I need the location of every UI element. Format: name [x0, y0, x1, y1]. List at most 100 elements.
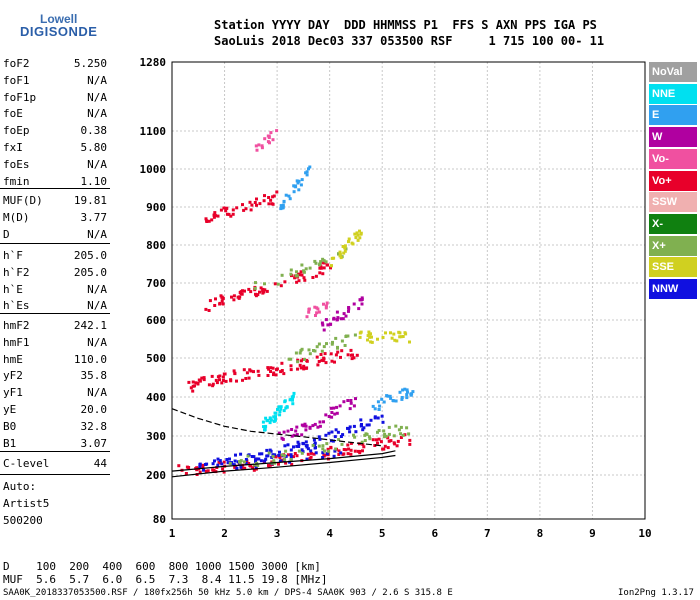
echo-point-e	[282, 199, 286, 203]
echo-point-vo	[342, 448, 346, 451]
y-tick-label: 400	[146, 391, 166, 404]
echo-point-w	[347, 307, 351, 311]
echo-point-vo	[277, 462, 280, 466]
echo-point-nnw	[289, 455, 293, 459]
echo-point-vo	[267, 202, 271, 206]
echo-point-nnw	[300, 448, 304, 452]
param-name: foEp	[3, 124, 30, 138]
echo-point-vo	[300, 273, 304, 277]
echo-point-vo	[229, 379, 233, 383]
echo-point-vo	[324, 361, 328, 365]
echo-point-nne	[282, 409, 286, 413]
echo-point-w	[346, 399, 350, 402]
echo-point-w	[302, 424, 306, 428]
echo-point-vo	[254, 292, 257, 296]
echo-point-sse	[358, 335, 362, 339]
echo-point-vo	[208, 299, 212, 303]
echo-point-sse	[342, 251, 346, 255]
echo-point-w	[304, 428, 308, 432]
param-fof2: foF2 5.250	[3, 57, 107, 71]
param-value: 5.80	[80, 141, 108, 154]
echo-point-e	[377, 408, 381, 411]
echo-point-vo	[265, 289, 269, 293]
echo-point-x	[308, 266, 312, 270]
echo-point-nnw	[266, 454, 270, 458]
echo-point-x	[334, 336, 338, 340]
legend-item-ssw: SSW	[649, 192, 697, 213]
plot-frame	[171, 61, 646, 520]
echo-point-e	[304, 171, 308, 175]
echo-point-vo	[346, 353, 350, 357]
echo-point-nnw	[365, 423, 369, 427]
echo-point-sse	[397, 330, 401, 334]
echo-point-vo	[200, 376, 204, 380]
echo-point-nnw	[305, 457, 309, 461]
echo-point-e	[280, 205, 284, 209]
echo-point-nnw	[254, 458, 257, 462]
echo-point-vo	[206, 469, 210, 473]
echo-point-vo	[241, 203, 244, 207]
echo-point-vo	[321, 272, 325, 276]
echo-point-nnw	[304, 440, 308, 444]
echo-point-vo	[346, 443, 350, 447]
echo-point-vo	[191, 389, 195, 393]
echo-point-sse	[358, 229, 361, 233]
y-tick-label: 700	[146, 277, 166, 290]
echo-point-w	[330, 415, 334, 419]
echo-point-x	[304, 267, 308, 271]
echo-point-vo	[375, 438, 378, 442]
echo-point-sse	[347, 240, 350, 244]
param-separator	[0, 474, 110, 475]
echo-point-e	[385, 394, 389, 398]
echo-point-vo	[239, 292, 243, 295]
echo-point-vo	[252, 370, 255, 374]
echo-point-w	[295, 425, 299, 429]
echo-point-x	[321, 447, 325, 451]
echo-point-sse	[356, 238, 360, 242]
param-value: 20.0	[80, 403, 108, 416]
echo-point-nnw	[257, 457, 261, 461]
echo-point-vo	[214, 297, 217, 301]
echo-point-nne	[292, 391, 296, 395]
echo-point-vo	[244, 377, 248, 380]
echo-point-vo	[184, 472, 188, 475]
echo-point-vo	[324, 304, 328, 308]
echo-point-vo	[333, 360, 336, 364]
echo-point-w	[329, 406, 333, 410]
echo-point-nne	[291, 398, 294, 402]
echo-point-vo	[211, 468, 215, 472]
echo-point-vo	[255, 197, 258, 201]
echo-point-sse	[367, 332, 371, 336]
echo-point-vo	[362, 445, 366, 449]
echo-point-nnw	[283, 444, 287, 448]
echo-point-vo	[283, 280, 287, 284]
echo-point-e	[376, 400, 380, 404]
echo-point-nnw	[352, 424, 356, 428]
echo-point-vo	[260, 146, 264, 150]
echo-point-nnw	[296, 440, 300, 444]
echo-point-sse	[338, 254, 342, 258]
echo-point-vo	[227, 212, 231, 216]
echo-point-e	[389, 396, 393, 400]
param-separator	[0, 188, 110, 189]
echo-point-vo	[257, 373, 261, 377]
echo-point-nnw	[312, 438, 316, 442]
x-tick-label: 9	[589, 527, 596, 540]
echo-point-e	[284, 193, 288, 197]
param-hf: h`F 205.0	[3, 249, 107, 263]
echo-point-nnw	[289, 448, 293, 452]
echo-point-sse	[355, 231, 359, 235]
echo-point-nnw	[369, 418, 373, 422]
echo-point-sse	[389, 331, 392, 335]
echo-point-vo	[346, 452, 350, 456]
legend-item-x: X+	[649, 235, 697, 256]
echo-point-w	[332, 316, 336, 320]
echo-point-nnw	[306, 447, 310, 451]
y-tick-label: 300	[146, 430, 166, 443]
param-value: 205.0	[73, 265, 107, 279]
echo-point-w	[333, 412, 337, 416]
echo-point-vo	[247, 287, 251, 291]
echo-point-vo	[339, 355, 342, 359]
echo-point-x	[317, 444, 321, 448]
echo-point-x	[352, 433, 355, 437]
